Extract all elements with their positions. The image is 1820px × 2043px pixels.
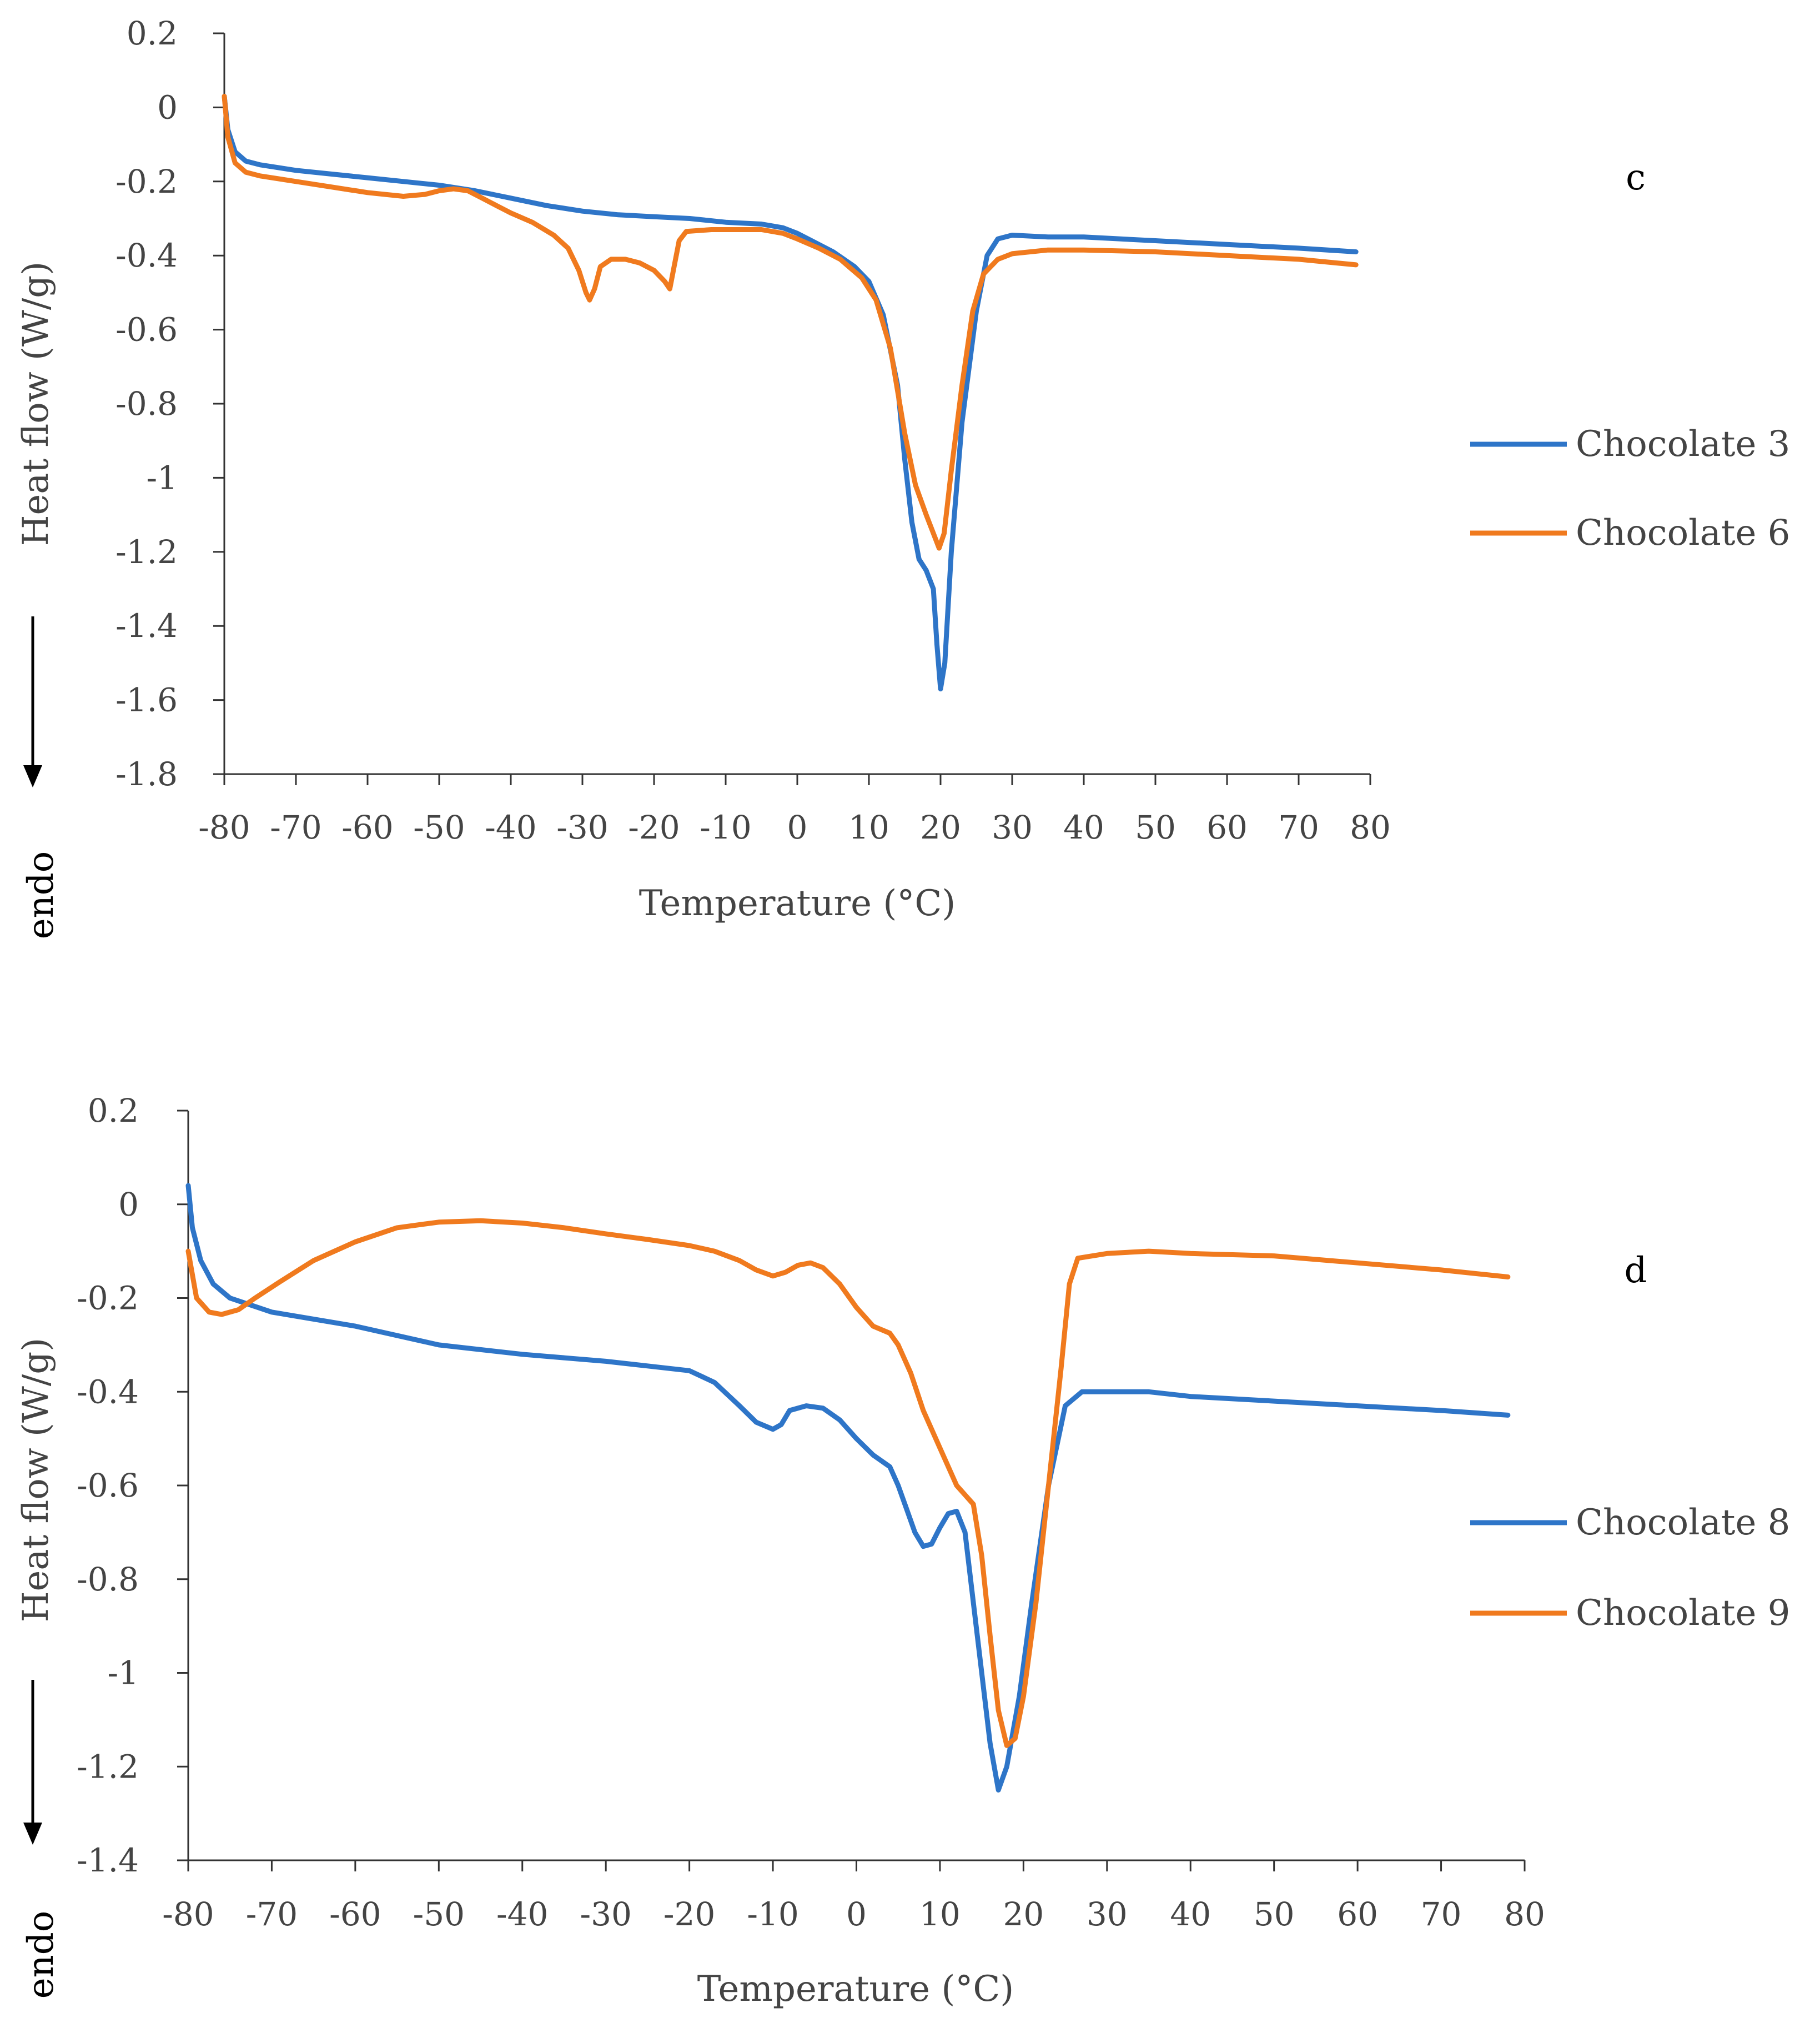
series-line-chocolate-9	[185, 1218, 1511, 1748]
x-tick-label: 70	[1278, 809, 1319, 846]
x-tick-label: -80	[198, 809, 250, 846]
x-tick-label: 30	[992, 809, 1033, 846]
legend-label: Chocolate 9	[1576, 1593, 1790, 1634]
series-line-chocolate-8	[185, 1183, 1511, 1793]
y-tick-label: -0.8	[77, 1560, 139, 1598]
x-tick-label: 0	[787, 809, 808, 846]
y-tick-label: -1	[147, 459, 178, 496]
y-tick-label: -1.2	[115, 533, 178, 571]
x-tick-label: 80	[1350, 809, 1391, 846]
endo-label: endo	[21, 851, 62, 940]
x-tick-label: -40	[496, 1895, 548, 1933]
y-tick-label: 0.2	[127, 14, 178, 52]
legend-label: Chocolate 8	[1576, 1502, 1790, 1543]
endo-arrow-head	[23, 1823, 42, 1845]
x-tick-label: -20	[628, 809, 680, 846]
series-line-chocolate-6	[222, 93, 1359, 551]
x-tick-label: -80	[162, 1895, 214, 1933]
x-tick-label: 40	[1170, 1895, 1211, 1933]
y-tick-label: 0	[157, 88, 178, 126]
y-tick-label: -1.6	[115, 681, 178, 719]
x-axis-title: Temperature (°C)	[639, 883, 956, 924]
x-axis-title: Temperature (°C)	[697, 1969, 1014, 2010]
x-tick-label: -50	[413, 1895, 465, 1933]
y-tick-label: -0.2	[77, 1279, 139, 1317]
series-line-chocolate-3	[222, 93, 1359, 692]
legend-label: Chocolate 6	[1576, 513, 1790, 554]
panel-d-chart: 0.20-0.2-0.4-0.6-0.8-1-1.2-1.4-80 -70 -60-…	[16, 1092, 1790, 2010]
x-tick-label: 60	[1337, 1895, 1378, 1933]
y-axis-title: Heat flow (W/g)	[16, 1338, 57, 1623]
y-tick-label: 0	[118, 1186, 139, 1223]
y-tick-label: -0.4	[115, 237, 178, 274]
y-axis-title: Heat flow (W/g)	[16, 262, 57, 546]
x-tick-label: -40	[485, 809, 536, 846]
x-tick-label: 20	[1003, 1895, 1044, 1933]
y-tick-label: -0.6	[77, 1467, 139, 1504]
x-tick-label: 10	[848, 809, 889, 846]
x-tick-label: 30	[1087, 1895, 1128, 1933]
y-tick-label: -1.2	[77, 1748, 139, 1785]
y-tick-label: 0.2	[88, 1092, 139, 1130]
x-tick-label: -30	[556, 809, 608, 846]
panel-c-chart: 0.2 0 -0.2 -0.4 -0.6 -0.8 -1 -1.2 -1.4 -1.6 -1.8 -8…	[16, 14, 1790, 939]
y-tick-label: -1.4	[115, 607, 178, 645]
y-tick-label: -0.4	[77, 1373, 139, 1410]
endo-label: endo	[21, 1911, 62, 1999]
x-tick-label: 20	[920, 809, 961, 846]
endo-arrow-head	[23, 765, 42, 787]
x-tick-label: -60	[341, 809, 393, 846]
x-tick-label: 70	[1421, 1895, 1462, 1933]
y-tick-label: -0.6	[115, 311, 178, 349]
x-tick-label: -50	[413, 809, 465, 846]
panel-label: c	[1626, 157, 1646, 198]
x-tick-label: -30	[580, 1895, 631, 1933]
x-tick-label: 40	[1063, 809, 1104, 846]
y-tick-label: -1.4	[77, 1841, 139, 1879]
x-tick-label: 50	[1135, 809, 1176, 846]
x-tick-label: -70	[270, 809, 321, 846]
y-tick-label: -0.2	[115, 163, 178, 200]
x-tick-label: -70	[246, 1895, 298, 1933]
x-tick-label: -10	[700, 809, 751, 846]
x-tick-label: 80	[1504, 1895, 1545, 1933]
legend-label: Chocolate 3	[1576, 424, 1790, 465]
y-tick-label: -0.8	[115, 385, 178, 423]
x-tick-label: 60	[1206, 809, 1248, 846]
x-tick-label: 50	[1254, 1895, 1295, 1933]
y-tick-label: -1.8	[115, 755, 178, 793]
y-tick-label: -1	[108, 1654, 139, 1692]
x-tick-label: -60	[329, 1895, 381, 1933]
x-tick-label: -10	[747, 1895, 798, 1933]
x-tick-label: 0	[846, 1895, 867, 1933]
x-tick-label: -20	[663, 1895, 715, 1933]
x-tick-label: 10	[919, 1895, 961, 1933]
panel-label: d	[1625, 1250, 1647, 1291]
